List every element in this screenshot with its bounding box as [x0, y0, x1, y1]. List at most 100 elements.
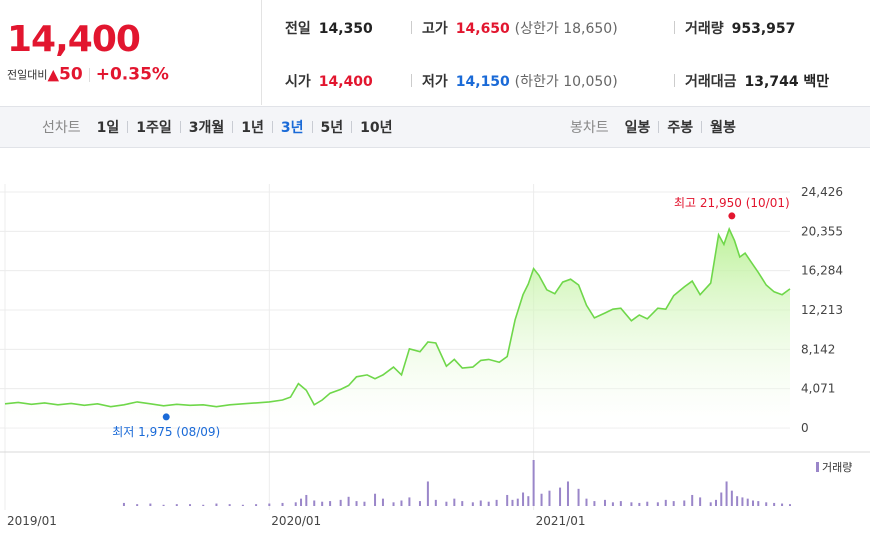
- y-tick-label: 4,071: [801, 382, 835, 396]
- volume-bar: [559, 487, 562, 506]
- volume-bar: [619, 501, 622, 506]
- max-annotation: 최고 21,950 (10/01): [674, 196, 790, 210]
- volume-bars: [122, 460, 791, 506]
- tab-1-day[interactable]: 1일: [96, 120, 120, 136]
- y-tick-label: 20,355: [801, 224, 843, 238]
- line-chart-tabs: 선차트 1일 1주일 3개월 1년 3년 5년 10년: [42, 107, 393, 147]
- high-stat: 고가 14,650 (상한가 18,650): [411, 18, 618, 38]
- high-value: 14,650: [455, 21, 510, 37]
- volume-bar: [228, 504, 231, 506]
- volume-bar: [479, 500, 482, 506]
- volume-bar: [268, 503, 271, 506]
- volume-bar: [329, 501, 332, 506]
- volume-bar: [593, 501, 596, 506]
- min-point-marker: [162, 413, 170, 421]
- candle-chart-tabs: 봉차트 일봉 주봉 월봉: [570, 107, 736, 147]
- volume-bar: [305, 494, 308, 506]
- volume-bar: [730, 490, 733, 506]
- tab-daily-candle[interactable]: 일봉: [624, 120, 651, 136]
- price-line: [4, 226, 791, 408]
- volume-bar: [149, 503, 152, 506]
- tab-3-years[interactable]: 3년: [280, 120, 304, 136]
- volume-bar: [646, 501, 649, 506]
- prev-close-stat: 전일 14,350: [285, 18, 373, 38]
- x-axis-labels: 2019/01 2020/01 2021/01: [7, 514, 585, 528]
- volume-bar: [255, 504, 258, 506]
- y-tick-label: 12,213: [801, 303, 843, 317]
- volume-bar: [339, 499, 342, 506]
- volume-bar: [202, 504, 205, 506]
- volume-bar: [300, 498, 303, 506]
- volume-legend: 거래량: [816, 461, 852, 474]
- low-label: 저가: [422, 74, 448, 90]
- volume-bar: [664, 499, 667, 506]
- volume-bar: [746, 498, 749, 506]
- low-stat: 저가 14,150 (하한가 10,050): [411, 71, 618, 91]
- volume-bar: [532, 460, 535, 506]
- amount-label: 거래대금: [685, 74, 737, 90]
- volume-bar: [566, 481, 569, 506]
- prev-close-value: 14,350: [318, 21, 373, 37]
- current-price: 14,400: [7, 19, 141, 60]
- tab-divider: [232, 121, 234, 133]
- price-summary: 14,400 전일대비▲50 +0.35%: [0, 0, 262, 105]
- volume-bar: [426, 481, 429, 506]
- open-label: 시가: [285, 74, 311, 90]
- price-area: [5, 229, 790, 428]
- volume-bar: [699, 497, 702, 506]
- volume-bar: [313, 500, 316, 506]
- volume-bar: [789, 504, 791, 506]
- tab-1-year[interactable]: 1년: [241, 120, 264, 136]
- volume-bar: [347, 496, 350, 506]
- volume-bar: [720, 492, 723, 506]
- volume-bar: [516, 498, 519, 506]
- volume-bar: [577, 488, 580, 506]
- chart-grid: [0, 184, 790, 510]
- volume-bar: [281, 502, 284, 506]
- prev-close-label: 전일: [285, 21, 311, 37]
- volume-value: 953,957: [731, 21, 796, 37]
- volume-bar: [714, 499, 717, 506]
- volume-label: 거래량: [685, 21, 724, 37]
- change-value: 50: [59, 64, 83, 85]
- tab-divider: [271, 121, 273, 133]
- tab-3-months[interactable]: 3개월: [188, 120, 225, 136]
- volume-bar: [757, 501, 760, 506]
- tab-1-week[interactable]: 1주일: [136, 120, 172, 136]
- volume-bar: [741, 497, 744, 506]
- tab-monthly-candle[interactable]: 월봉: [710, 120, 736, 136]
- stock-price-chart[interactable]: 0 4,071 8,142 12,213 16,284 20,355 24,426 최고 2…: [0, 150, 870, 538]
- x-tick-label: 2019/01: [7, 514, 57, 528]
- lower-limit: (하한가 10,050): [514, 74, 618, 90]
- quote-stats: 전일 14,350 고가 14,650 (상한가 18,650) 거래량 953,95…: [262, 0, 870, 105]
- tab-weekly-candle[interactable]: 주봉: [667, 120, 694, 136]
- volume-bar: [691, 494, 694, 506]
- volume-bar: [189, 504, 192, 506]
- tab-divider: [311, 121, 313, 133]
- volume-bar: [765, 502, 768, 506]
- tab-divider: [351, 121, 353, 133]
- open-value: 14,400: [318, 74, 373, 90]
- volume-bar: [672, 501, 675, 506]
- change-rate: +0.35%: [95, 64, 169, 85]
- volume-bar: [506, 494, 509, 506]
- volume-bar: [136, 504, 139, 506]
- y-tick-label: 16,284: [801, 264, 843, 278]
- tab-divider: [179, 121, 181, 133]
- tab-divider: [658, 121, 660, 133]
- tab-5-years[interactable]: 5년: [320, 120, 344, 136]
- volume-bar: [487, 501, 490, 506]
- volume-bar: [241, 504, 244, 506]
- volume-bar: [294, 502, 297, 506]
- y-tick-label: 8,142: [801, 342, 835, 356]
- volume-bar: [709, 502, 712, 506]
- price-change: 전일대비▲50 +0.35%: [7, 64, 169, 85]
- volume-bar: [548, 490, 551, 506]
- volume-bar: [630, 502, 633, 506]
- volume-bar: [321, 501, 324, 506]
- x-tick-label: 2020/01: [271, 514, 321, 528]
- volume-bar: [736, 496, 739, 506]
- volume-bar: [122, 502, 125, 506]
- tab-10-years[interactable]: 10년: [360, 120, 393, 136]
- volume-bar: [408, 497, 411, 506]
